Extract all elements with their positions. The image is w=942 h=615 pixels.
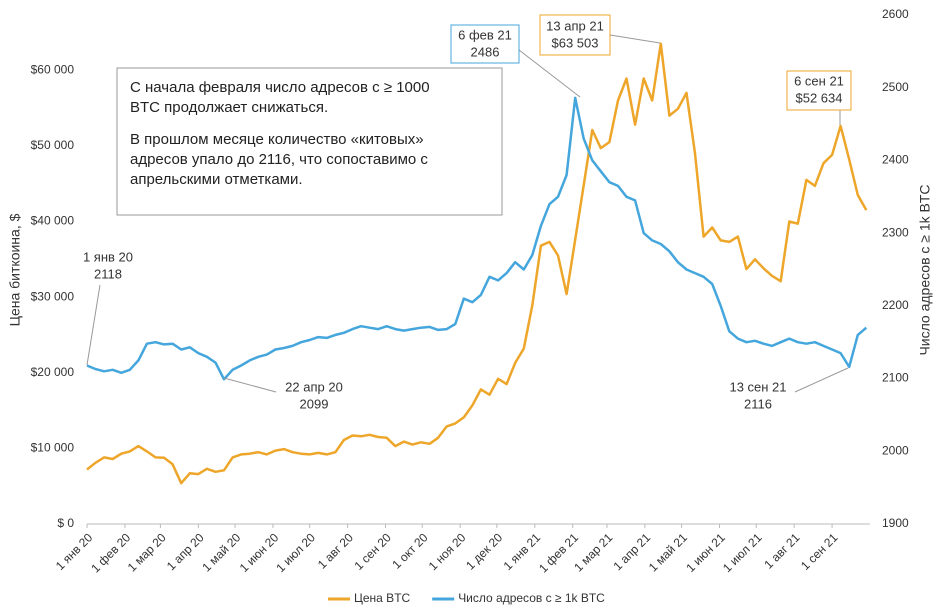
x-tick-label: 1 фев 20 xyxy=(88,530,133,575)
annotation-leader xyxy=(223,377,277,393)
x-tick-label: 1 авг 21 xyxy=(761,530,802,571)
annotation-text: 13 апр 21 xyxy=(546,18,604,33)
note-text: BTC продолжает снижаться. xyxy=(130,99,328,116)
annotation-text: 6 фев 21 xyxy=(458,27,512,42)
x-tick-label: 1 июл 21 xyxy=(720,530,765,575)
legend-label: Число адресов с ≥ 1k BTC xyxy=(458,591,605,605)
annotation-text: 13 сен 21 xyxy=(729,379,786,394)
note-text: адресов упало до 2116, что сопоставимо с xyxy=(130,151,428,168)
legend-label: Цена BTC xyxy=(354,591,411,605)
y2-tick-label: 2000 xyxy=(882,443,909,457)
y-tick-label: $30 000 xyxy=(31,289,75,303)
series-line xyxy=(86,96,868,381)
annotation-text: $63 503 xyxy=(552,35,599,50)
note-text: С начала февраля число адресов с ≥ 1000 xyxy=(130,79,430,96)
series-line xyxy=(86,42,868,485)
annotation-text: 2118 xyxy=(94,266,122,281)
x-tick-label: 1 июн 21 xyxy=(683,530,728,575)
annotation-box xyxy=(450,24,520,64)
y-tick-label: $20 000 xyxy=(31,365,75,379)
y2-tick-label: 2300 xyxy=(882,225,909,239)
annotation-text: 2099 xyxy=(300,396,329,411)
x-tick-label: 1 июл 20 xyxy=(273,530,318,575)
y-tick-label: $40 000 xyxy=(31,214,75,228)
note: С начала февраля число адресов с ≥ 1000 B… xyxy=(116,67,503,216)
x-tick-label: 1 мар 21 xyxy=(571,530,615,574)
y-tick-label: $60 000 xyxy=(31,62,75,76)
y2-tick-label: 2400 xyxy=(882,153,909,167)
annotation-box xyxy=(539,14,611,56)
annotation-text: 2486 xyxy=(471,44,500,59)
x-tick-label: 1 май 21 xyxy=(646,530,690,574)
annotation-box xyxy=(786,70,852,111)
x-tick-label: 1 дек 20 xyxy=(463,530,505,572)
annotation-text: 1 янв 20 xyxy=(83,249,133,264)
y2-axis-title: Число адресов с ≥ 1k BTC xyxy=(917,184,933,355)
annotation-leader xyxy=(518,49,581,98)
note-text: В прошлом месяце количество «китовых» xyxy=(130,131,424,148)
y2-tick-label: 1900 xyxy=(882,516,909,530)
annotation-leader xyxy=(609,34,661,44)
y2-tick-label: 2500 xyxy=(882,80,909,94)
x-tick-label: 1 июн 20 xyxy=(237,530,282,575)
x-tick-label: 1 сен 20 xyxy=(351,530,394,573)
y2-tick-label: 2200 xyxy=(882,298,909,312)
x-tick-label: 1 ноя 20 xyxy=(426,530,469,573)
annotation-leader xyxy=(86,284,101,366)
y2-tick-label: 2600 xyxy=(882,7,909,21)
x-tick-label: 1 авг 20 xyxy=(315,530,356,571)
annotation-text: 2116 xyxy=(744,396,772,411)
annotation-text: 6 сен 21 xyxy=(794,73,844,88)
annotation-text: $52 634 xyxy=(796,90,843,105)
y-axis-title: Цена биткоина, $ xyxy=(7,213,23,326)
x-tick-label: 1 мар 20 xyxy=(125,530,169,574)
note-text: апрельскими отметками. xyxy=(130,171,303,188)
y-tick-label: $10 000 xyxy=(31,441,75,455)
note-box xyxy=(116,67,503,216)
y-tick-label: $ 0 xyxy=(57,516,74,530)
x-tick-label: 1 окт 20 xyxy=(389,530,430,571)
x-tick-label: 1 май 20 xyxy=(199,530,243,574)
annotation-text: 22 апр 20 xyxy=(285,379,343,394)
annotation-leader xyxy=(794,367,849,393)
y2-tick-label: 2100 xyxy=(882,371,909,385)
y-tick-label: $50 000 xyxy=(31,138,75,152)
x-tick-label: 1 сен 21 xyxy=(798,530,841,573)
